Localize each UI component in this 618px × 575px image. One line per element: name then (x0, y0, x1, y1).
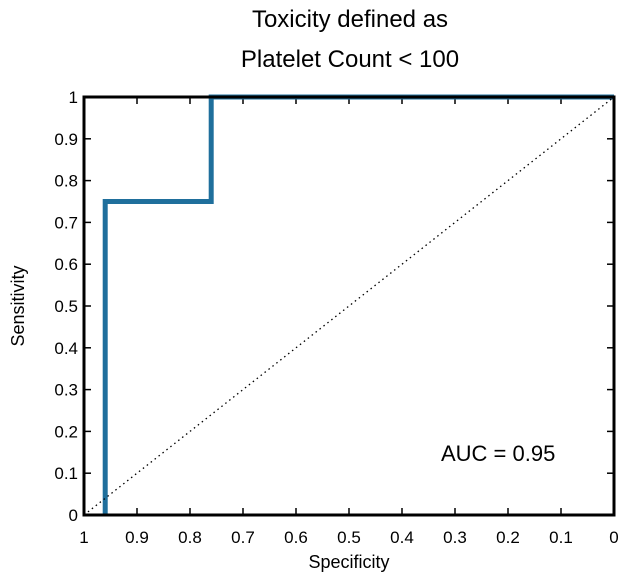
y-tick-label: 0.7 (54, 213, 78, 232)
ticks-layer: 1 0.9 0.8 0.7 0.6 0.5 0.4 0.3 0.2 0.1 0 0 0.1 0.2 0.3 0… (54, 88, 618, 547)
x-tick-label: 0.9 (125, 528, 149, 547)
x-tick-label: 0.5 (337, 528, 361, 547)
plot-frame (82, 95, 616, 517)
auc-annotation: AUC = 0.95 (441, 441, 555, 466)
y-tick-label: 0.8 (54, 172, 78, 191)
y-tick-label: 1 (69, 88, 78, 107)
x-tick-label: 0.6 (284, 528, 308, 547)
x-tick-label: 0.1 (549, 528, 573, 547)
y-tick-label: 0.5 (54, 297, 78, 316)
y-tick-label: 0.2 (54, 422, 78, 441)
y-tick-label: 0.3 (54, 381, 78, 400)
x-tick-label: 0.3 (443, 528, 467, 547)
x-tick-label: 1 (79, 528, 88, 547)
x-tick-label: 0.7 (231, 528, 255, 547)
y-tick-label: 0.6 (54, 255, 78, 274)
y-tick-label: 0.4 (54, 339, 78, 358)
x-axis-label: Specificity (308, 552, 389, 572)
x-tick-label: 0.4 (390, 528, 414, 547)
chart-title-line-1: Toxicity defined as (251, 6, 449, 33)
x-tick-label: 0 (609, 528, 618, 547)
y-axis-label: Sensitivity (8, 265, 28, 346)
chart-title-line-2: Platelet Count < 100 (240, 46, 460, 73)
y-tick-label: 0.1 (54, 464, 78, 483)
y-tick-label: 0 (69, 506, 78, 525)
x-tick-label: 0.2 (496, 528, 520, 547)
x-tick-label: 0.8 (178, 528, 202, 547)
y-tick-label: 0.9 (54, 130, 78, 149)
